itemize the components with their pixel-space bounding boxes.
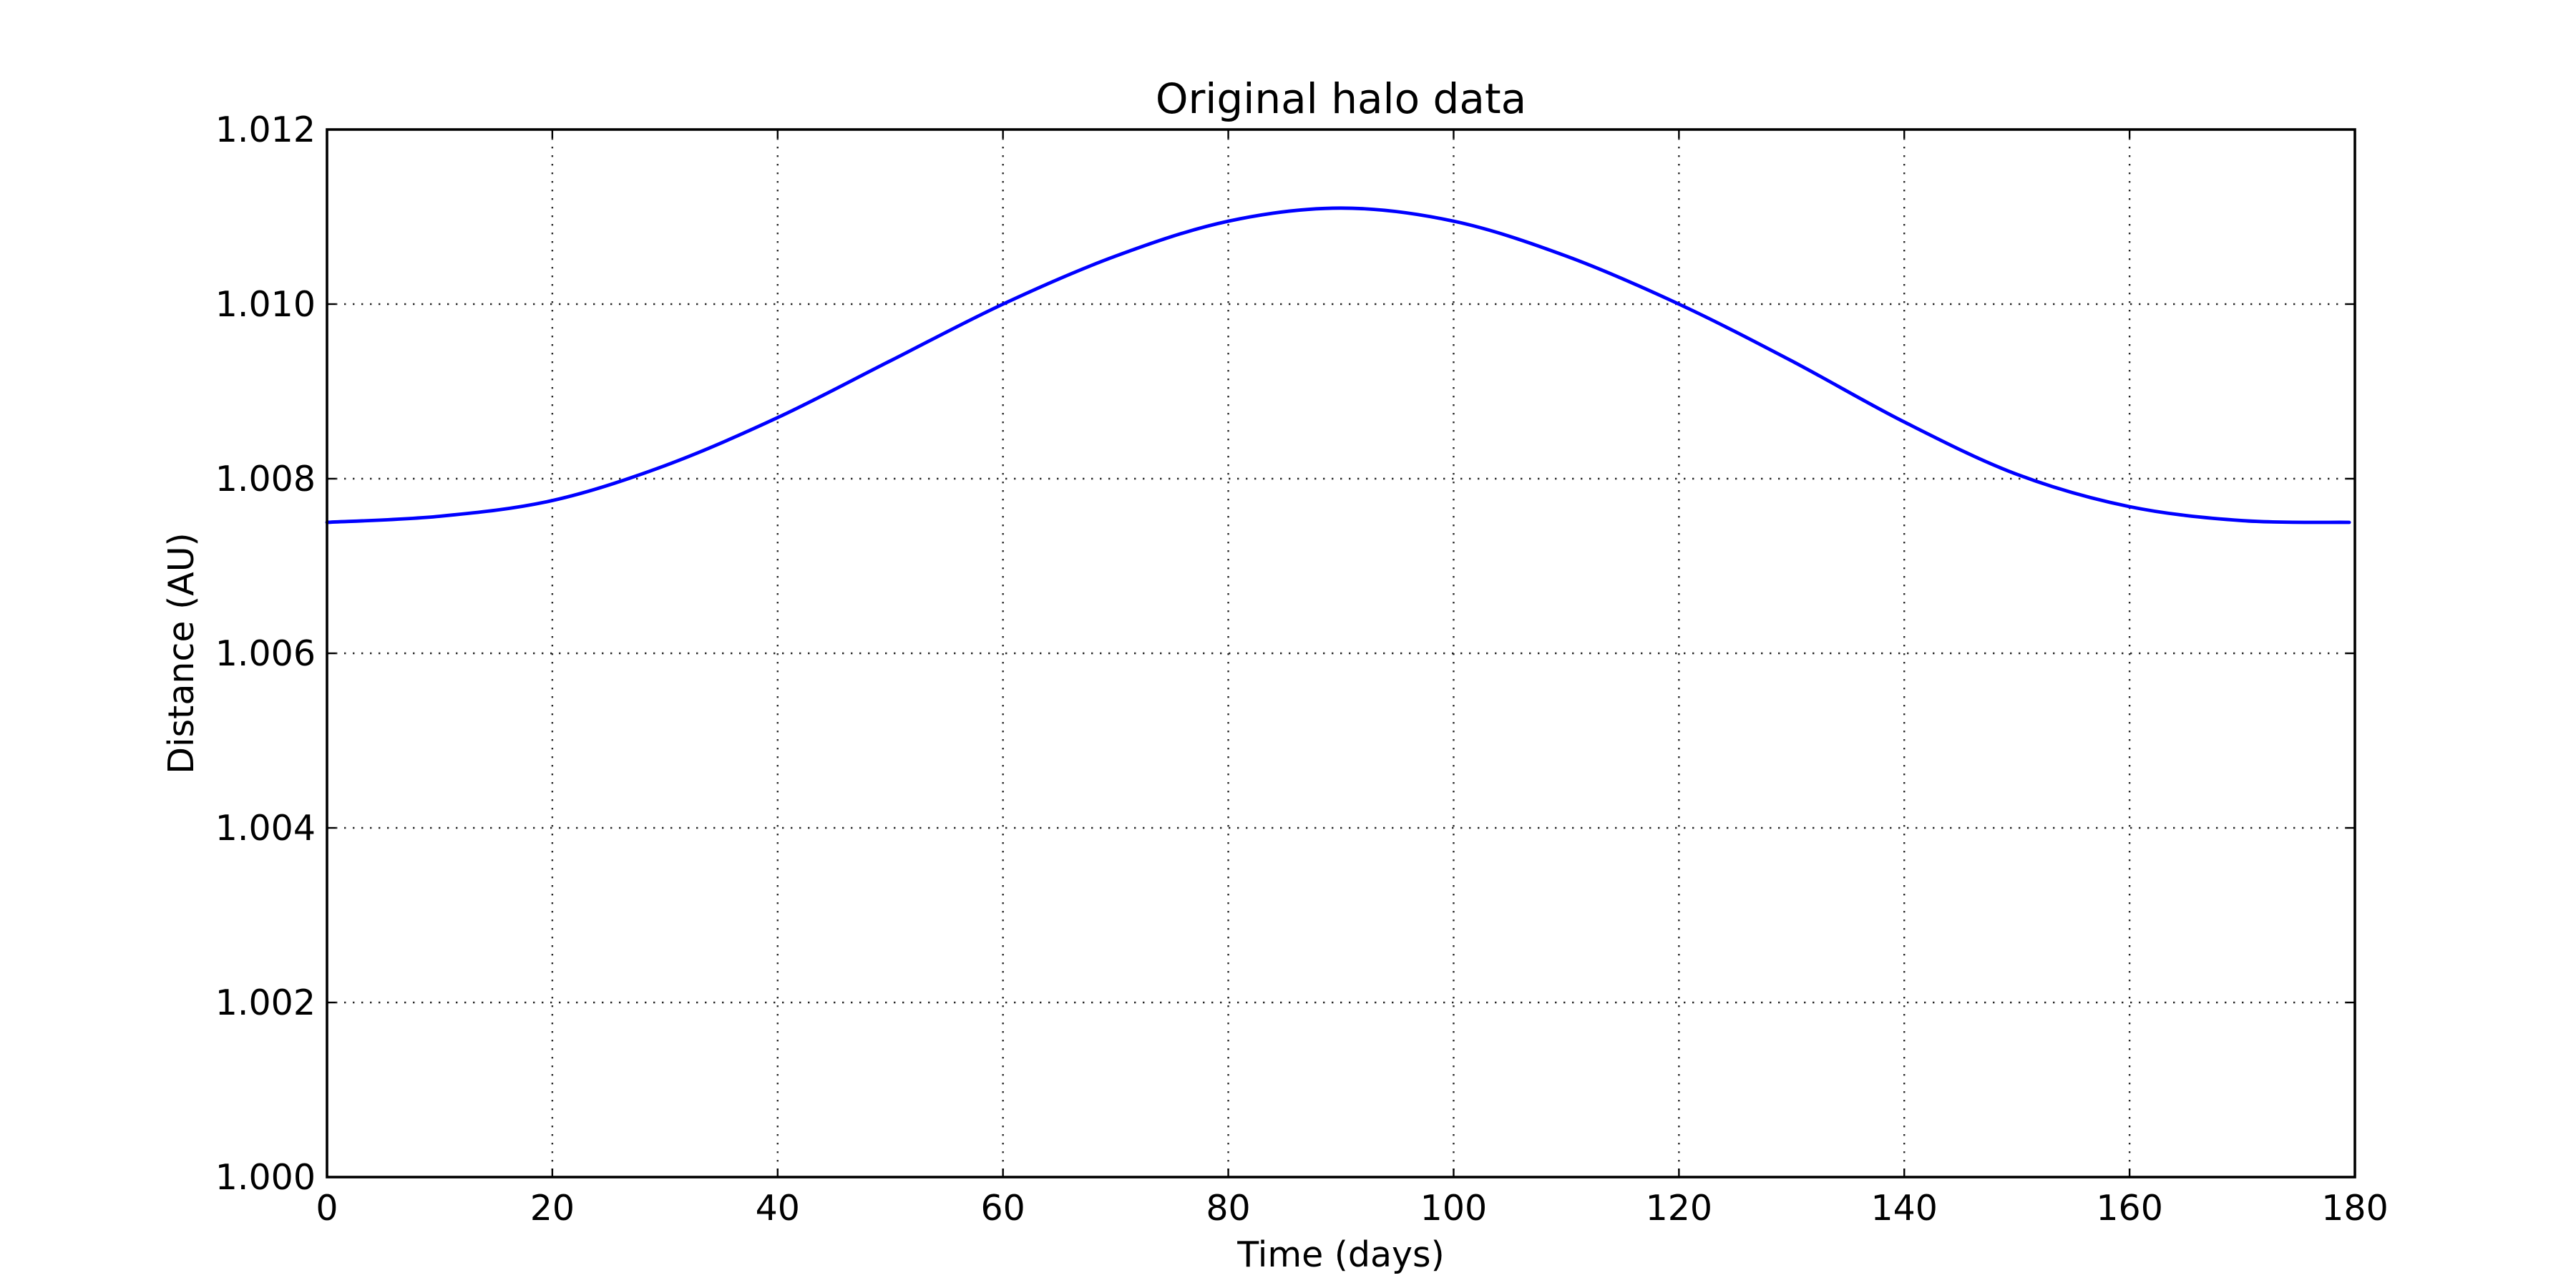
y-tick-label: 1.002 [215, 982, 316, 1023]
y-tick-label: 1.000 [215, 1157, 316, 1198]
x-tick-label: 180 [2321, 1188, 2389, 1229]
x-tick-label: 140 [1870, 1188, 1938, 1229]
chart-title: Original halo data [1156, 74, 1526, 123]
x-tick-label: 100 [1420, 1188, 1488, 1229]
y-tick-label: 1.012 [215, 109, 316, 150]
series-layer [325, 206, 2351, 525]
series-line [325, 206, 2351, 525]
x-tick-label: 80 [1206, 1188, 1250, 1229]
grid-lines [327, 130, 2355, 1177]
x-tick-label: 160 [2096, 1188, 2163, 1229]
y-tick-labels: 1.000 1.002 1.004 1.006 1.008 1.010 1.012 [215, 109, 316, 1198]
x-tick-label: 40 [756, 1188, 800, 1229]
x-tick-label: 120 [1646, 1188, 1713, 1229]
x-tick-label: 0 [316, 1188, 338, 1229]
y-tick-label: 1.004 [215, 808, 316, 849]
x-tick-labels: 0 20 40 60 80 100 120 140 160 180 [316, 1188, 2388, 1229]
x-tick-label: 20 [530, 1188, 575, 1229]
y-tick-label: 1.010 [215, 284, 316, 325]
x-axis-title: Time (days) [1236, 1234, 1444, 1275]
y-tick-label: 1.006 [215, 633, 316, 674]
x-tick-label: 60 [980, 1188, 1025, 1229]
y-axis-title: Distance (AU) [161, 532, 202, 774]
plot-frame [326, 128, 2356, 1179]
y-tick-label: 1.008 [215, 459, 316, 499]
